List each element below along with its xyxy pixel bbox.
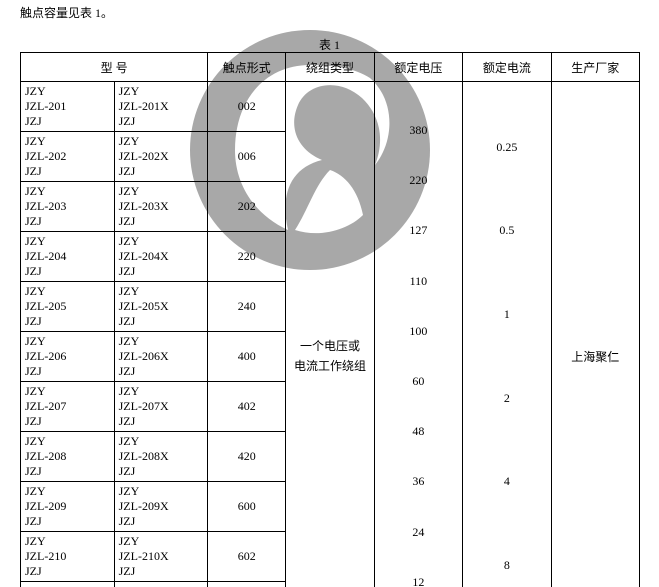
rated-current-value: 2 (467, 391, 546, 406)
rated-voltage: 380 220 127 110 100 60 48 36 24 12 (374, 82, 462, 587)
model-cell-b: JZYJZL-203XJZJ (114, 182, 208, 232)
model-cell-b: JZYJZL-202XJZJ (114, 132, 208, 182)
model-cell-b: JZYJZL-206XJZJ (114, 332, 208, 382)
rated-voltage-value: 60 (379, 374, 458, 389)
model-cell-a: JZYJZL-206JZJ (21, 332, 115, 382)
rated-current-value: 0.25 (467, 140, 546, 155)
col-current: 额定电流 (463, 53, 551, 82)
model-cell-a: JZYJZL-209JZJ (21, 482, 115, 532)
rated-voltage-value: 100 (379, 324, 458, 339)
model-cell-b: JZYJZL-205XJZJ (114, 282, 208, 332)
rated-voltage-value: 110 (379, 274, 458, 289)
rated-voltage-value: 48 (379, 424, 458, 439)
model-cell-a: JZYJZL-204JZJ (21, 232, 115, 282)
col-model: 型 号 (21, 53, 208, 82)
rated-current-value: 1 (467, 307, 546, 322)
winding-type-cell: 一个电压或电流工作绕组 (286, 82, 374, 587)
model-cell-a: JZYJZL-202JZJ (21, 132, 115, 182)
model-cell-a: JZYJZL-208JZJ (21, 432, 115, 482)
model-cell-b: JZYJZL-208XJZJ (114, 432, 208, 482)
contact-form-cell: 002 (208, 82, 286, 132)
table-row: JZYJZL-201JZJJZYJZL-201XJZJ002一个电压或电流工作绕… (21, 82, 640, 132)
model-cell-b: JZYJZL-211XJZJ (114, 582, 208, 587)
contact-form-cell: 420 (208, 432, 286, 482)
table-header-row: 型 号 触点形式 绕组类型 额定电压 额定电流 生产厂家 (21, 53, 640, 82)
model-cell-b: JZYJZL-210XJZJ (114, 532, 208, 582)
manufacturer-cell: 上海聚仁 (551, 82, 639, 587)
rated-current-value: 8 (467, 558, 546, 573)
col-maker: 生产厂家 (551, 53, 639, 82)
model-cell-a: JZYJZL-207JZJ (21, 382, 115, 432)
contact-form-cell: 400 (208, 332, 286, 382)
rated-voltage-value: 36 (379, 474, 458, 489)
rated-current-value: 4 (467, 474, 546, 489)
rated-voltage-value: 127 (379, 223, 458, 238)
spec-table: 型 号 触点形式 绕组类型 额定电压 额定电流 生产厂家 JZYJZL-201J… (20, 52, 640, 587)
rated-voltage-value: 380 (379, 123, 458, 138)
contact-form-cell: 220 (208, 232, 286, 282)
model-cell-b: JZYJZL-201XJZJ (114, 82, 208, 132)
contact-form-cell: 402 (208, 382, 286, 432)
model-cell-b: JZYJZL-207XJZJ (114, 382, 208, 432)
col-contact: 触点形式 (208, 53, 286, 82)
col-voltage: 额定电压 (374, 53, 462, 82)
model-cell-b: JZYJZL-209XJZJ (114, 482, 208, 532)
contact-form-cell: 240 (208, 282, 286, 332)
table-caption: 表 1 (0, 36, 659, 53)
contact-form-cell: 006 (208, 132, 286, 182)
contact-form-cell: 202 (208, 182, 286, 232)
model-cell-a: JZYJZL-201JZJ (21, 82, 115, 132)
rated-voltage-value: 12 (379, 575, 458, 587)
col-winding: 绕组类型 (286, 53, 374, 82)
rated-current: 0.25 0.5 1 2 4 8 (463, 82, 551, 587)
rated-voltage-value: 220 (379, 173, 458, 188)
model-cell-a: JZYJZL-211JZJ (21, 582, 115, 587)
model-cell-b: JZYJZL-204XJZJ (114, 232, 208, 282)
rated-current-value: 0.5 (467, 223, 546, 238)
model-cell-a: JZYJZL-203JZJ (21, 182, 115, 232)
header-fragment: 触点容量见表 1。 (20, 4, 113, 21)
contact-form-cell: 600 (208, 482, 286, 532)
rated-voltage-value: 24 (379, 525, 458, 540)
model-cell-a: JZYJZL-210JZJ (21, 532, 115, 582)
contact-form-cell: 602 (208, 532, 286, 582)
model-cell-a: JZYJZL-205JZJ (21, 282, 115, 332)
contact-form-cell: 620 (208, 582, 286, 587)
